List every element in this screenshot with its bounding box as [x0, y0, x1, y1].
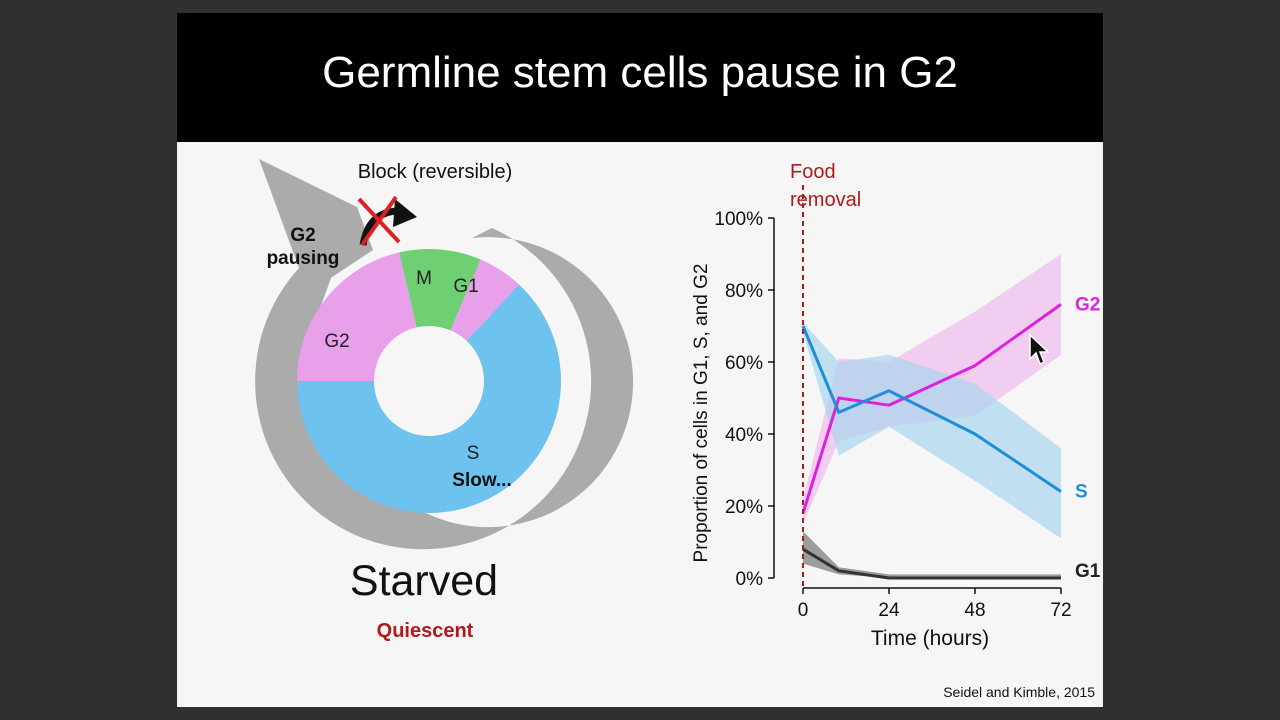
x-tick-label: 0	[798, 600, 809, 621]
x-tick-label: 48	[964, 600, 985, 621]
y-tick-label: 60%	[725, 353, 763, 374]
segment-g2	[297, 252, 417, 381]
pause-label-line1: G2	[290, 225, 315, 246]
series-lines	[801, 303, 1062, 580]
series-label-g1: G1	[1075, 561, 1101, 582]
y-tick-label: 40%	[725, 425, 763, 446]
label-s-slow: Slow...	[452, 470, 511, 491]
y-tick-label: 20%	[725, 497, 763, 518]
segment-m	[399, 249, 481, 331]
food-removal-label-line1: Food	[790, 161, 836, 183]
food-removal-label-line2: removal	[790, 189, 861, 211]
series-label-s: S	[1075, 482, 1088, 503]
title-bar: Germline stem cells pause in G2	[177, 13, 1103, 142]
label-g1: G1	[453, 276, 478, 297]
cell-cycle-diagram: M G1 G2 S Slow... G2 pausing Block (reve…	[255, 159, 634, 642]
band-s	[803, 322, 1061, 539]
series-label-g2: G2	[1075, 294, 1100, 315]
mouse-cursor-icon	[1029, 333, 1050, 366]
label-m: M	[416, 268, 432, 289]
segment-g1	[450, 259, 520, 341]
figure-canvas: M G1 G2 S Slow... G2 pausing Block (reve…	[255, 159, 1101, 700]
block-x-icon	[357, 195, 401, 247]
segment-s	[297, 284, 561, 513]
pause-label-line2: pausing	[267, 248, 340, 269]
slide: Germline stem cells pause in G2 M G1 G2 …	[177, 13, 1103, 707]
y-tick-label: 100%	[714, 209, 763, 230]
y-tick-label: 80%	[725, 281, 763, 302]
block-arrowhead	[393, 199, 417, 227]
series-labels: G2 S G1	[1075, 294, 1101, 582]
chart: Food removal 0% 20% 40% 60% 80% 100% 0 24 48 72 G…	[691, 161, 1101, 650]
x-tick-label: 72	[1050, 600, 1071, 621]
label-s: S	[467, 443, 480, 464]
state-label: Starved	[350, 557, 498, 605]
x-tick-label: 24	[878, 600, 900, 621]
citation: Seidel and Kimble, 2015	[943, 684, 1095, 700]
block-label: Block (reversible)	[358, 161, 512, 183]
x-axis-label: Time (hours)	[871, 627, 989, 650]
confidence-bands	[803, 254, 1061, 578]
label-g2: G2	[324, 331, 349, 352]
y-tick-label: 0%	[736, 569, 764, 590]
arrow-notch	[317, 207, 373, 287]
chart-axes: 0% 20% 40% 60% 80% 100% 0 24 48 72	[714, 209, 1071, 621]
state-sublabel: Quiescent	[377, 620, 474, 642]
y-axis-label: Proportion of cells in G1, S, and G2	[691, 264, 712, 563]
slide-title: Germline stem cells pause in G2	[322, 48, 958, 97]
